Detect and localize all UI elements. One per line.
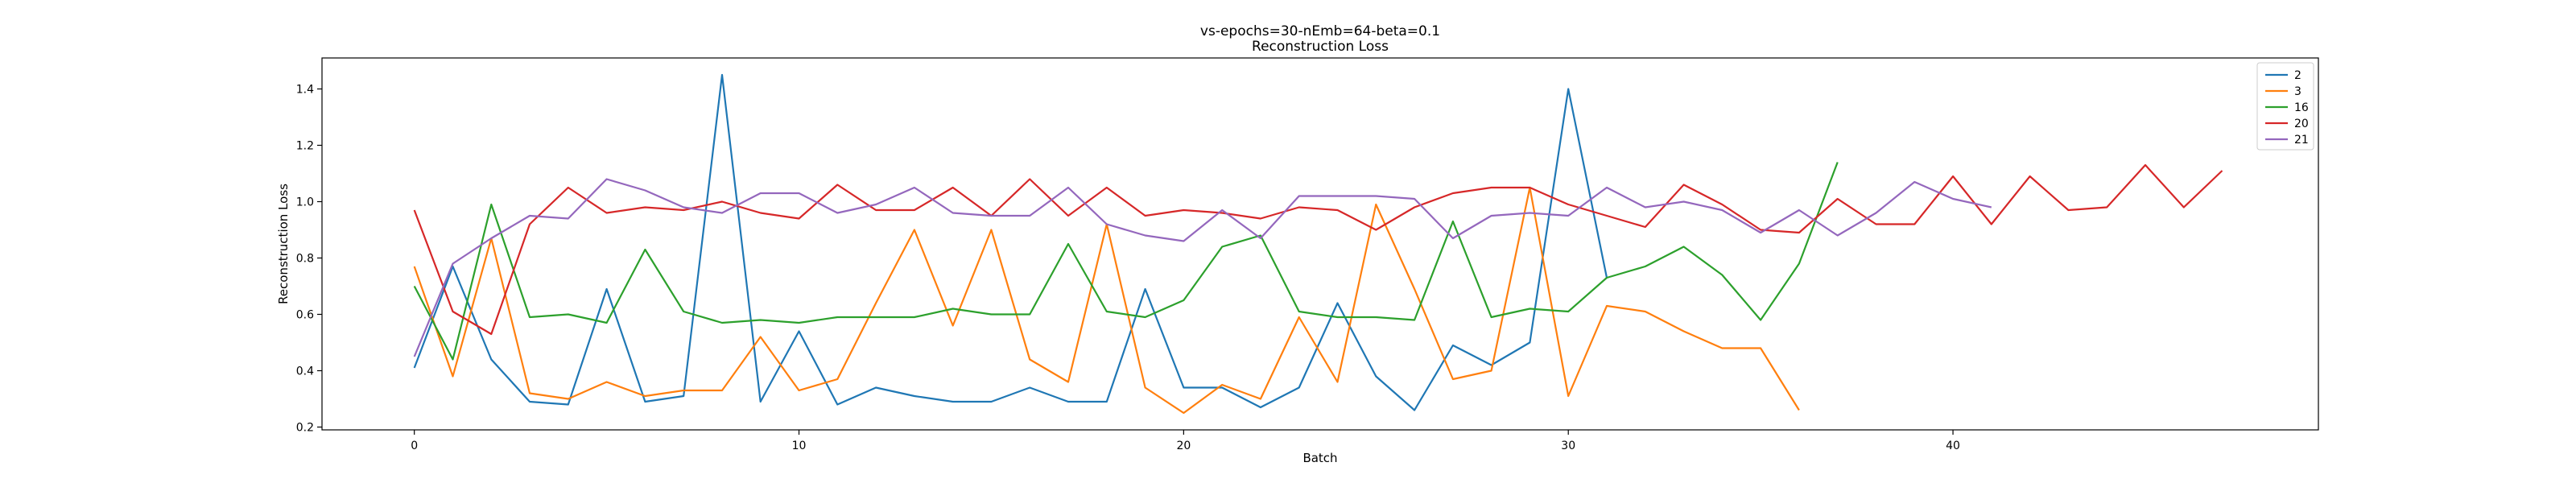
x-tick-label: 0	[411, 440, 418, 452]
y-tick-label: 1.2	[296, 140, 314, 153]
series-line-21	[413, 178, 1992, 357]
legend-label-16: 16	[2294, 101, 2309, 114]
x-axis-label: Batch	[1302, 451, 1337, 465]
x-tick-label: 20	[1176, 440, 1191, 452]
legend: 2 3 16 20 21	[2256, 62, 2314, 151]
y-tick-label: 0.2	[296, 422, 314, 435]
chart-title: vs-epochs=30-nEmb=64-beta=0.1	[1200, 23, 1440, 39]
y-tick-label: 1.0	[296, 196, 314, 209]
y-tick-label: 0.4	[296, 365, 314, 378]
legend-label-3: 3	[2294, 85, 2301, 98]
y-tick-label: 1.4	[296, 84, 314, 97]
x-tick-label: 10	[792, 440, 807, 452]
y-axis: 0.2 0.4 0.6 0.8 1.0 1.2 1.4	[296, 84, 322, 435]
x-axis: 0 10 20 30 40	[411, 430, 1960, 452]
series-line-3	[413, 186, 1800, 415]
y-tick-label: 0.6	[296, 309, 314, 322]
series-line-2	[413, 73, 1608, 411]
x-tick-label: 40	[1946, 440, 1960, 452]
series-lines	[413, 73, 2223, 415]
legend-label-20: 20	[2294, 118, 2309, 130]
y-axis-label: Reconstruction Loss	[276, 184, 291, 304]
series-line-20	[413, 163, 2223, 336]
legend-label-21: 21	[2294, 134, 2309, 147]
chart-subtitle: Reconstruction Loss	[1252, 39, 1389, 55]
x-tick-label: 30	[1561, 440, 1575, 452]
series-line-16	[413, 162, 1839, 361]
plot-area-frame	[321, 57, 2319, 431]
legend-label-2: 2	[2294, 69, 2301, 82]
y-tick-label: 0.8	[296, 253, 314, 266]
